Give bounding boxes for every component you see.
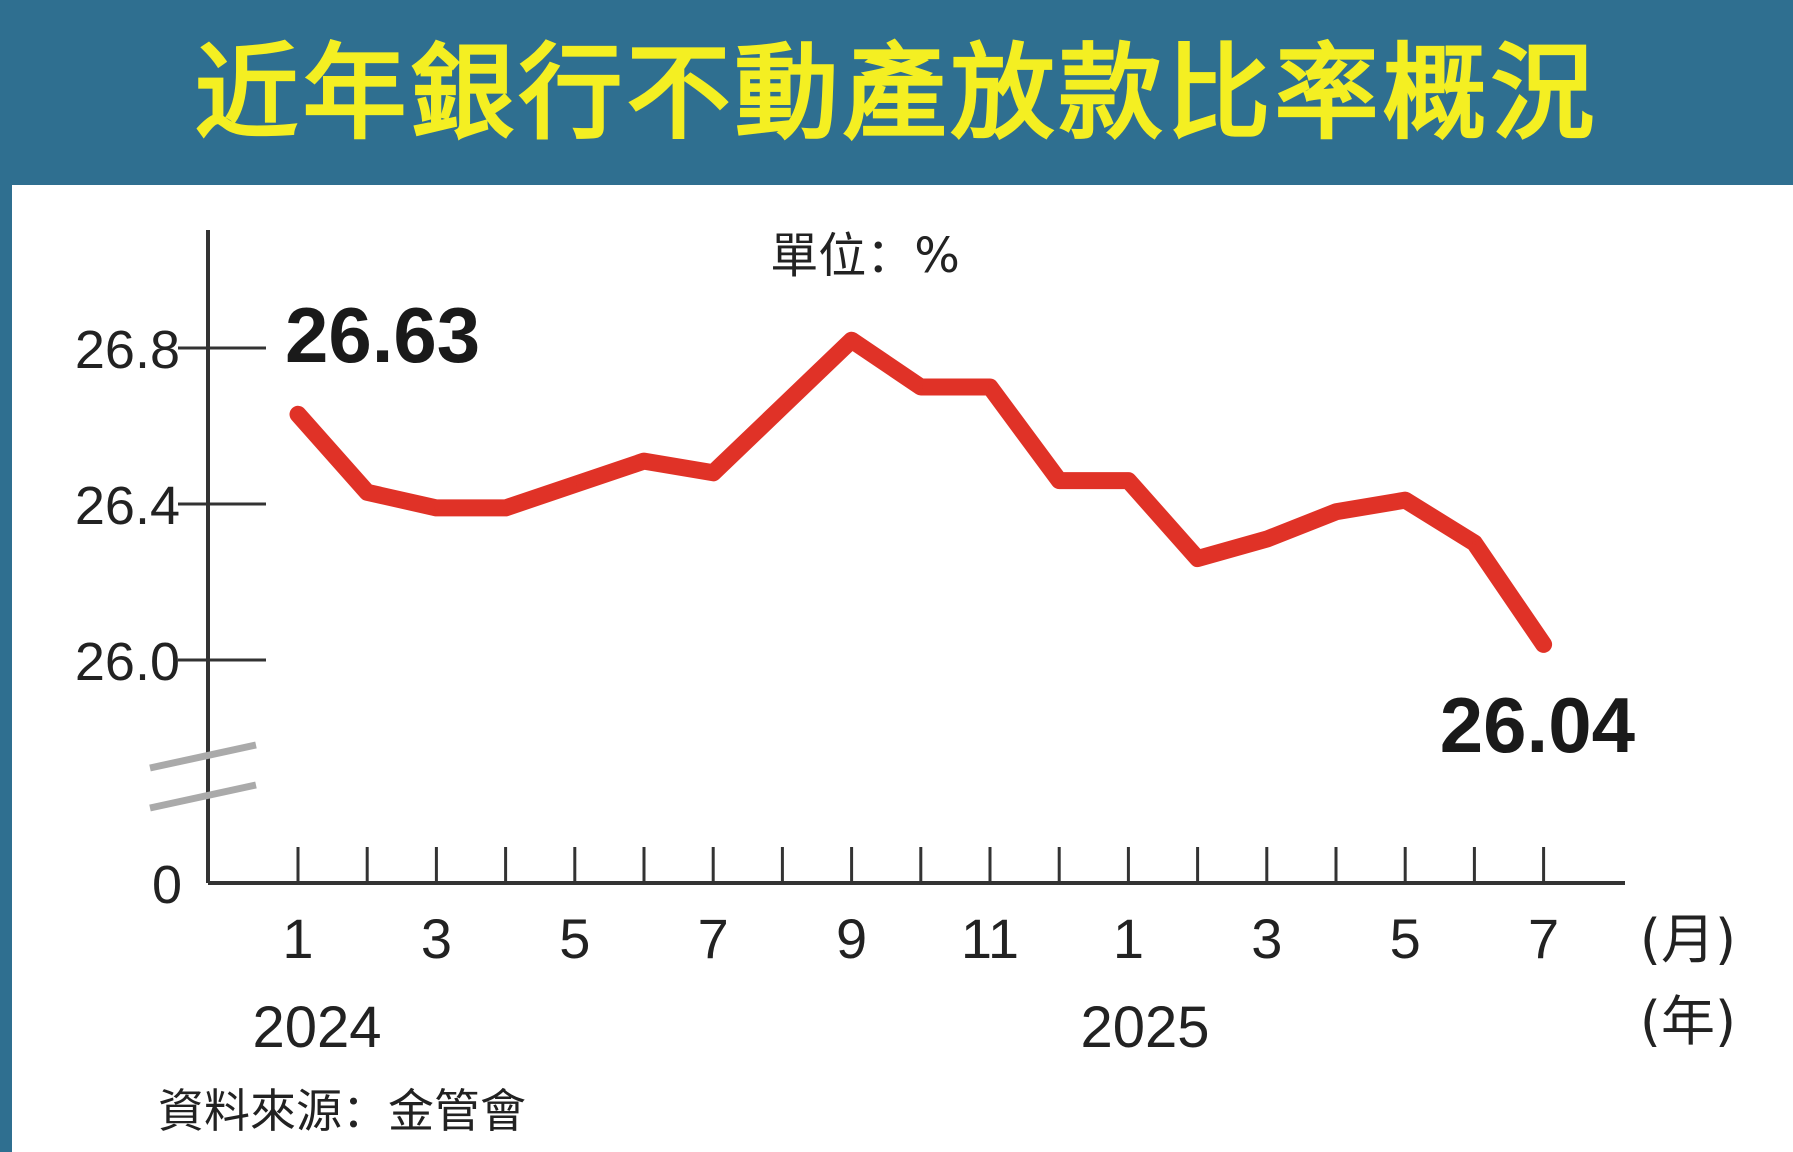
data-point <box>642 459 646 464</box>
year-label: 2025 <box>1080 995 1209 1060</box>
data-label: 26.04 <box>1440 681 1635 769</box>
x-unit-month-label: (月) <box>1640 908 1736 971</box>
x-tick-label: 7 <box>1528 907 1559 970</box>
data-point <box>1541 642 1546 647</box>
x-unit-year-label: (年) <box>1640 990 1736 1053</box>
unit-label: 單位：% <box>770 228 960 284</box>
y-tick-label: 26.0 <box>75 632 180 692</box>
x-tick-label: 5 <box>559 907 590 970</box>
data-point <box>988 385 992 389</box>
chart-panel <box>12 185 1793 1152</box>
data-label: 26.63 <box>285 291 480 379</box>
axis-break-mark-lower <box>149 781 257 812</box>
data-point <box>365 490 370 495</box>
data-point <box>572 482 577 487</box>
y-tick-label: 0 <box>152 855 182 915</box>
year-label: 2024 <box>252 995 381 1060</box>
data-point <box>1403 498 1408 503</box>
x-tick-label: 1 <box>282 907 313 970</box>
chart-title: 近年銀行不動產放款比率概況 <box>194 32 1599 154</box>
data-point <box>780 404 785 409</box>
x-tick-label: 3 <box>1251 907 1282 970</box>
data-point <box>503 505 508 510</box>
data-point <box>1195 556 1200 561</box>
x-tick-label: 11 <box>961 907 1019 970</box>
x-tick-label: 3 <box>421 907 452 970</box>
y-tick-label: 26.4 <box>75 476 180 536</box>
data-point <box>434 505 439 510</box>
data-point <box>711 470 716 475</box>
data-point <box>296 412 300 417</box>
data-point <box>1472 541 1477 545</box>
data-point <box>1264 537 1269 542</box>
data-point <box>1126 478 1131 483</box>
x-tick-label: 9 <box>836 907 867 970</box>
source-note: 資料來源：金管會 <box>158 1084 526 1138</box>
x-tick-label: 7 <box>698 907 729 970</box>
axis-break-mark-upper <box>149 741 257 772</box>
x-tick-label: 5 <box>1390 907 1421 970</box>
data-point <box>918 385 923 389</box>
y-tick-label: 26.8 <box>75 320 180 380</box>
data-point <box>1057 478 1062 483</box>
data-point <box>849 338 854 343</box>
x-tick-label: 1 <box>1113 907 1144 970</box>
data-point <box>1334 509 1338 514</box>
